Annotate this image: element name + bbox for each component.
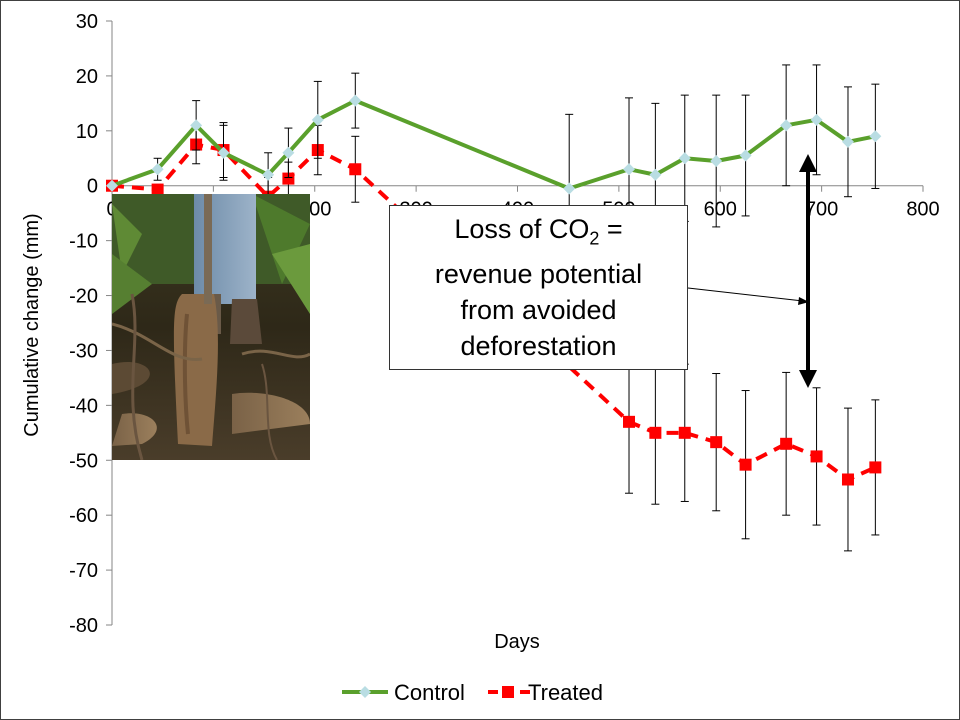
y-tick-label: -20 [69, 286, 98, 308]
data-point-treated [841, 473, 854, 486]
y-tick-label: 10 [76, 121, 98, 143]
legend-control-marker [359, 686, 371, 698]
data-point-control [780, 119, 793, 132]
data-point-control [151, 163, 164, 176]
series-layer [106, 64, 882, 552]
data-point-control [190, 119, 203, 132]
y-tick-label: 0 [87, 176, 98, 198]
difference-arrow-head-down [799, 370, 817, 388]
callout-line-1-subscript: 2 [589, 228, 600, 249]
callout-line-4: deforestation [460, 331, 617, 362]
annotation-callout: Loss of CO2 = revenue potential from avo… [389, 205, 688, 370]
data-point-control [841, 135, 854, 148]
data-point-control [106, 179, 118, 192]
callout-line-1-suffix: = [599, 213, 623, 244]
y-tick-labels: 30 20 10 0 -10 -20 -30 -40 -50 -60 -70 -80 [69, 11, 98, 637]
data-point-treated [739, 458, 752, 471]
data-point-control [649, 168, 662, 181]
data-point-control [282, 146, 295, 159]
y-axis-title: Cumulative change (mm) [21, 213, 43, 436]
data-point-treated [710, 436, 723, 449]
callout-pointer-line [687, 287, 804, 302]
data-point-control [349, 94, 362, 107]
data-point-control [678, 152, 691, 165]
callout-line-2: revenue potential [434, 259, 643, 290]
data-point-treated [678, 426, 691, 439]
y-tick-label: -30 [69, 340, 98, 362]
legend-control-label: Control [394, 680, 465, 705]
data-point-treated [649, 426, 662, 439]
x-tick-label: 600 [704, 199, 737, 221]
difference-arrow-head-up [799, 154, 817, 172]
x-axis-title: Days [494, 631, 540, 653]
callout-line-1-prefix: Loss of CO [454, 213, 590, 244]
callout-line-1: Loss of CO2 = [390, 211, 687, 256]
y-tick-label: 20 [76, 66, 98, 88]
data-point-control [710, 155, 723, 168]
data-point-treated [623, 415, 636, 428]
data-point-control [311, 113, 324, 126]
data-point-control [623, 163, 636, 176]
y-tick-label: -70 [69, 560, 98, 582]
callout-line-3: from avoided [460, 295, 617, 326]
data-point-treated [780, 437, 793, 450]
data-point-control [869, 130, 882, 143]
legend-treated-label: Treated [528, 680, 603, 705]
data-point-treated [349, 163, 362, 176]
callout-pointer-arrowhead [798, 297, 809, 305]
data-point-control [563, 182, 576, 195]
data-point-control [217, 146, 230, 159]
data-point-treated [151, 183, 164, 196]
data-point-control [739, 149, 752, 162]
y-tick-label: -40 [69, 395, 98, 417]
y-tick-label: -10 [69, 231, 98, 253]
data-point-control [262, 168, 275, 181]
x-tick-label: 800 [906, 199, 939, 221]
data-point-treated [282, 172, 295, 185]
y-tick-label: -80 [69, 615, 98, 637]
x-tick-label: 700 [805, 199, 838, 221]
y-tick-label: 30 [76, 11, 98, 33]
data-point-control [810, 113, 823, 126]
mangrove-soil-core-photo [112, 194, 310, 460]
data-point-treated [869, 461, 882, 474]
legend: Control Treated [342, 680, 603, 705]
series-control [106, 64, 882, 264]
legend-treated-marker [502, 686, 514, 698]
data-point-treated [810, 450, 823, 463]
y-tick-label: -50 [69, 450, 98, 472]
y-tick-label: -60 [69, 505, 98, 527]
